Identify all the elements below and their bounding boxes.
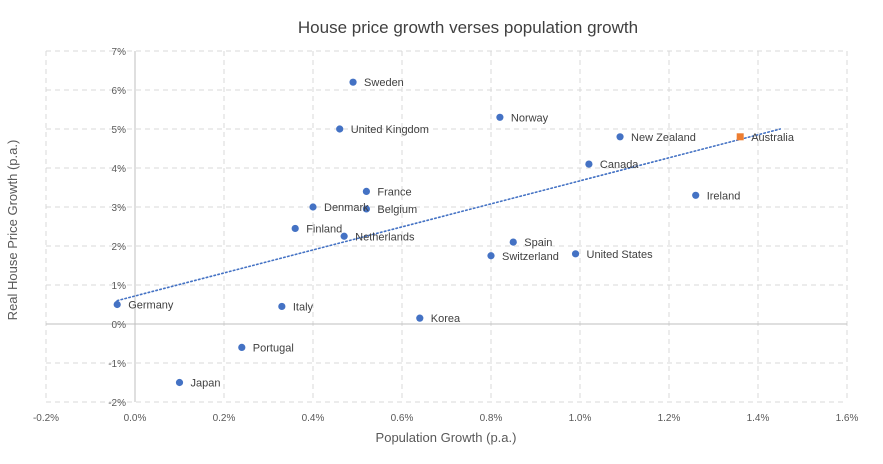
gridlines xyxy=(45,50,848,403)
point-denmark xyxy=(309,203,317,211)
label-japan: Japan xyxy=(191,378,221,390)
y-tick-label: 2% xyxy=(112,242,127,253)
y-tick-label: 0% xyxy=(112,320,127,331)
label-switzerland: Switzerland xyxy=(502,251,559,263)
x-tick-label: 1.4% xyxy=(747,413,770,424)
point-netherlands xyxy=(340,232,348,240)
y-tick-label: 1% xyxy=(112,281,127,292)
y-tick-label: 7% xyxy=(112,47,127,58)
point-portugal xyxy=(238,343,246,351)
point-sweden xyxy=(349,78,357,86)
y-tick-label: 3% xyxy=(112,203,127,214)
x-tick-label: -0.2% xyxy=(33,413,59,424)
point-canada xyxy=(585,160,593,168)
trendline xyxy=(116,128,782,302)
label-france: France xyxy=(377,186,411,198)
point-japan xyxy=(175,378,184,387)
point-spain xyxy=(509,238,517,246)
label-spain: Spain xyxy=(524,237,552,249)
data-labels: Sweden Norway United Kingdom New Zealand Aus… xyxy=(128,77,795,389)
point-belgium xyxy=(362,205,370,213)
x-tick-label: 1.6% xyxy=(836,413,859,424)
chart-title: House price growth verses population gro… xyxy=(298,18,638,37)
y-tick-labels: -2% -1% 0% 1% 2% 3% 4% 5% 6% 7% xyxy=(108,47,126,409)
point-ireland xyxy=(692,191,700,199)
y-tick-label: -1% xyxy=(108,359,126,370)
label-germany: Germany xyxy=(128,300,174,312)
label-portugal: Portugal xyxy=(253,342,294,354)
trendline-path xyxy=(116,128,782,302)
label-united-kingdom: United Kingdom xyxy=(351,124,429,136)
label-ireland: Ireland xyxy=(707,190,741,202)
x-tick-label: 0.8% xyxy=(480,413,503,424)
x-tick-labels: -0.2% 0.0% 0.2% 0.4% 0.6% 0.8% 1.0% 1.2% 1.4% 1.6… xyxy=(33,413,859,424)
point-united-kingdom xyxy=(336,125,344,133)
x-tick-label: 0.6% xyxy=(391,413,414,424)
x-tick-label: 0.2% xyxy=(213,413,236,424)
y-tick-label: -2% xyxy=(108,398,126,409)
label-korea: Korea xyxy=(431,313,461,325)
label-australia: Australia xyxy=(751,132,795,144)
x-tick-label: 1.0% xyxy=(569,413,592,424)
label-netherlands: Netherlands xyxy=(355,231,415,243)
x-tick-label: 0.0% xyxy=(124,413,147,424)
point-germany xyxy=(113,300,121,309)
point-norway xyxy=(496,113,504,121)
label-sweden: Sweden xyxy=(364,77,404,89)
point-switzerland xyxy=(487,252,495,260)
point-new-zealand xyxy=(616,133,624,141)
x-tick-label: 0.4% xyxy=(302,413,325,424)
label-italy: Italy xyxy=(293,301,314,313)
point-korea xyxy=(416,314,424,322)
y-tick-label: 5% xyxy=(112,125,127,136)
point-france xyxy=(362,187,370,195)
data-points xyxy=(113,78,744,387)
y-axis-title: Real House Price Growth (p.a.) xyxy=(5,140,20,321)
label-belgium: Belgium xyxy=(377,204,417,216)
label-canada: Canada xyxy=(600,159,639,171)
y-tick-label: 4% xyxy=(112,164,127,175)
x-tick-label: 1.2% xyxy=(658,413,681,424)
point-italy xyxy=(278,302,286,311)
label-united-states: United States xyxy=(587,249,654,261)
label-finland: Finland xyxy=(306,223,342,235)
point-australia xyxy=(736,133,744,141)
label-denmark: Denmark xyxy=(324,202,369,214)
point-united-states xyxy=(571,250,580,258)
axes xyxy=(46,51,847,402)
x-axis-title: Population Growth (p.a.) xyxy=(376,430,517,445)
y-tick-label: 6% xyxy=(112,86,127,97)
label-new-zealand: New Zealand xyxy=(631,132,696,144)
point-finland xyxy=(291,224,299,233)
label-norway: Norway xyxy=(511,112,549,124)
